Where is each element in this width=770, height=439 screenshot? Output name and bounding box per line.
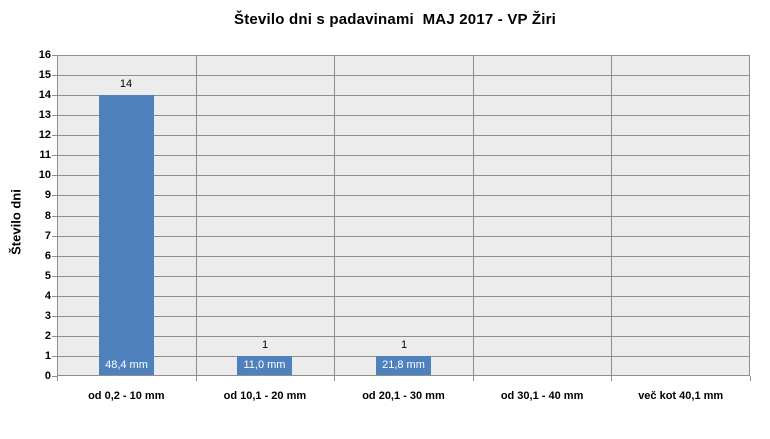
y-tick-label: 9 bbox=[44, 189, 51, 201]
x-tick-mark bbox=[473, 376, 474, 381]
h-gridline bbox=[57, 95, 750, 96]
y-tick-label: 2 bbox=[44, 330, 51, 342]
x-tick-mark bbox=[750, 376, 751, 381]
x-tick-mark bbox=[334, 376, 335, 381]
y-tick-mark bbox=[52, 175, 57, 176]
x-category-label: od 20,1 - 30 mm bbox=[362, 390, 445, 402]
y-tick-mark bbox=[52, 135, 57, 136]
bar[interactable] bbox=[99, 95, 154, 375]
h-gridline bbox=[57, 216, 750, 217]
y-tick-mark bbox=[52, 216, 57, 217]
y-tick-mark bbox=[52, 316, 57, 317]
y-tick-label: 10 bbox=[38, 169, 51, 181]
plot-area bbox=[57, 55, 750, 376]
v-gridline bbox=[196, 55, 197, 376]
x-tick-mark bbox=[611, 376, 612, 381]
h-gridline bbox=[57, 276, 750, 277]
y-tick-label: 8 bbox=[44, 210, 51, 222]
x-category-label: več kot 40,1 mm bbox=[638, 390, 724, 402]
bar-value-label: 1 bbox=[261, 339, 269, 351]
y-tick-label: 13 bbox=[38, 109, 51, 121]
y-tick-mark bbox=[52, 115, 57, 116]
h-gridline bbox=[57, 155, 750, 156]
bar-inner-label: 21,8 mm bbox=[382, 359, 425, 371]
y-tick-label: 3 bbox=[44, 310, 51, 322]
h-gridline bbox=[57, 296, 750, 297]
y-tick-mark bbox=[52, 236, 57, 237]
y-tick-mark bbox=[52, 356, 57, 357]
y-tick-mark bbox=[52, 336, 57, 337]
y-tick-label: 1 bbox=[44, 350, 51, 362]
v-gridline bbox=[334, 55, 335, 376]
bar-value-label: 14 bbox=[119, 78, 133, 90]
y-tick-mark bbox=[52, 75, 57, 76]
x-category-label: od 10,1 - 20 mm bbox=[223, 390, 307, 402]
x-tick-mark bbox=[196, 376, 197, 381]
y-tick-mark bbox=[52, 55, 57, 56]
h-gridline bbox=[57, 195, 750, 196]
y-tick-mark bbox=[52, 296, 57, 297]
y-tick-label: 6 bbox=[44, 250, 51, 262]
y-tick-label: 0 bbox=[44, 370, 51, 382]
y-tick-label: 4 bbox=[44, 290, 51, 302]
bar-inner-label: 48,4 mm bbox=[105, 359, 148, 371]
y-tick-mark bbox=[52, 376, 57, 377]
x-category-label: od 0,2 - 10 mm bbox=[88, 390, 165, 402]
h-gridline bbox=[57, 256, 750, 257]
h-gridline bbox=[57, 336, 750, 337]
bar[interactable] bbox=[376, 356, 431, 375]
chart-title: Število dni s padavinami MAJ 2017 - VP Ž… bbox=[234, 11, 556, 28]
y-tick-label: 12 bbox=[38, 129, 51, 141]
x-category-label: od 30,1 - 40 mm bbox=[500, 390, 584, 402]
h-gridline bbox=[57, 175, 750, 176]
y-tick-mark bbox=[52, 276, 57, 277]
v-gridline bbox=[473, 55, 474, 376]
bar-inner-label: 11,0 mm bbox=[243, 359, 286, 371]
bar-value-label: 1 bbox=[400, 339, 408, 351]
y-tick-mark bbox=[52, 195, 57, 196]
bar[interactable] bbox=[237, 356, 292, 375]
y-tick-mark bbox=[52, 256, 57, 257]
h-gridline bbox=[57, 135, 750, 136]
y-tick-label: 5 bbox=[44, 270, 51, 282]
y-tick-label: 16 bbox=[38, 49, 51, 61]
y-tick-mark bbox=[52, 155, 57, 156]
h-gridline bbox=[57, 316, 750, 317]
y-tick-label: 14 bbox=[38, 89, 51, 101]
y-tick-label: 7 bbox=[44, 230, 51, 242]
h-gridline bbox=[57, 115, 750, 116]
v-gridline bbox=[611, 55, 612, 376]
y-tick-mark bbox=[52, 95, 57, 96]
h-gridline bbox=[57, 75, 750, 76]
y-tick-label: 15 bbox=[38, 69, 51, 81]
y-tick-label: 11 bbox=[39, 149, 51, 161]
x-tick-mark bbox=[57, 376, 58, 381]
h-gridline bbox=[57, 236, 750, 237]
